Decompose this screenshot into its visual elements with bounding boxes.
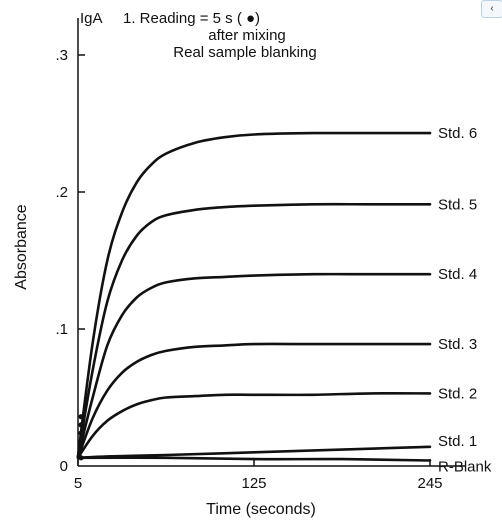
series-line — [76, 456, 432, 462]
x-tick-label: 5 — [74, 475, 82, 492]
series-group — [76, 131, 432, 462]
y-axis-name: IgA — [80, 10, 103, 27]
reading-marker — [78, 414, 84, 420]
tick-group: 0 .1 .2 .3 5 125 245 — [55, 47, 442, 492]
y-axis-title: Absorbance — [13, 204, 30, 289]
annotation-line-1: 1. Reading = 5 s ( ●) — [123, 10, 260, 27]
marker-group — [78, 414, 84, 461]
y-tick-label: 0 — [60, 458, 68, 475]
annotation-line-3: Real sample blanking — [173, 44, 316, 61]
series-label: Std. 6 — [438, 125, 477, 142]
annotation-line-2: after mixing — [208, 27, 286, 44]
x-tick-label: 245 — [417, 475, 442, 492]
x-tick-label: 125 — [241, 475, 266, 492]
y-tick-label: .2 — [55, 184, 68, 201]
reading-marker — [78, 455, 84, 461]
series-line — [76, 202, 432, 458]
series-label: Std. 2 — [438, 385, 477, 402]
x-axis-title: Time (seconds) — [206, 501, 316, 518]
reading-marker — [78, 430, 84, 436]
y-tick-label: .1 — [55, 321, 68, 338]
series-label: Std. 4 — [438, 266, 477, 283]
y-tick-label: .3 — [55, 47, 68, 64]
series-line — [76, 272, 432, 458]
series-line — [76, 445, 432, 460]
series-line — [76, 131, 432, 458]
series-line — [76, 392, 432, 460]
reading-marker — [78, 422, 84, 428]
corner-icon: ‹ — [481, 0, 502, 18]
series-label: Std. 1 — [438, 433, 477, 450]
series-label-group: Std. 6 Std. 5 Std. 4 Std. 3 Std. 2 Std. 1 R-Bl… — [438, 125, 492, 475]
reading-marker — [78, 446, 84, 453]
series-label: Std. 5 — [438, 196, 477, 213]
series-line — [76, 342, 432, 460]
chart-axes — [77, 18, 466, 467]
series-label: Std. 3 — [438, 336, 477, 353]
reading-marker — [78, 438, 84, 444]
series-label: R-Blank — [438, 459, 492, 476]
